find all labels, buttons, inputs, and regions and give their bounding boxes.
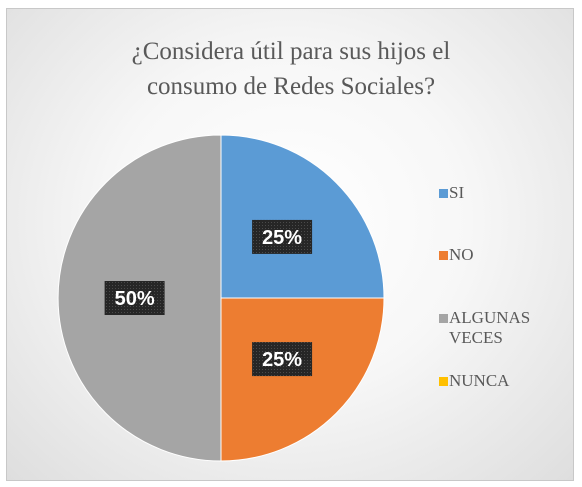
chart-title: ¿Considera útil para sus hijos el consum… <box>7 34 575 104</box>
chart-title-line-2: consumo de Redes Sociales? <box>146 73 436 100</box>
legend-label-algunas-veces: ALGUNAS VECES <box>449 308 530 348</box>
data-label-no: 25% <box>252 342 313 377</box>
chart-area: ¿Considera útil para sus hijos el consum… <box>6 8 574 481</box>
legend-swatch-nunca <box>439 377 448 386</box>
legend-swatch-no <box>439 251 448 260</box>
data-label-text-si: 25% <box>262 227 302 249</box>
pie-slice-no <box>220 297 385 462</box>
data-label-text-no: 25% <box>262 349 302 371</box>
legend-label-nunca: NUNCA <box>449 371 510 390</box>
data-label-box-si <box>252 219 313 254</box>
chart-title-line-1: ¿Considera útil para sus hijos el <box>131 38 451 65</box>
legend-label-algunas-veces-line-2: VECES <box>449 328 503 347</box>
pie-slice-si <box>220 134 385 299</box>
legend-swatch-algunas-veces <box>439 314 448 323</box>
legend-swatch-si <box>439 189 448 198</box>
data-label-si: 25% <box>252 219 313 254</box>
legend-label-si: SI <box>449 183 465 202</box>
data-label-text-algunas-veces: 50% <box>115 288 155 310</box>
data-label-box-algunas-veces <box>104 281 165 315</box>
data-label-box-no <box>252 342 313 377</box>
legend-label-no: NO <box>449 245 474 264</box>
legend-label-algunas-veces-line-1: ALGUNAS <box>449 308 531 327</box>
pie-chart: 25% 25% 50% <box>57 134 385 462</box>
data-label-algunas-veces: 50% <box>104 281 165 315</box>
